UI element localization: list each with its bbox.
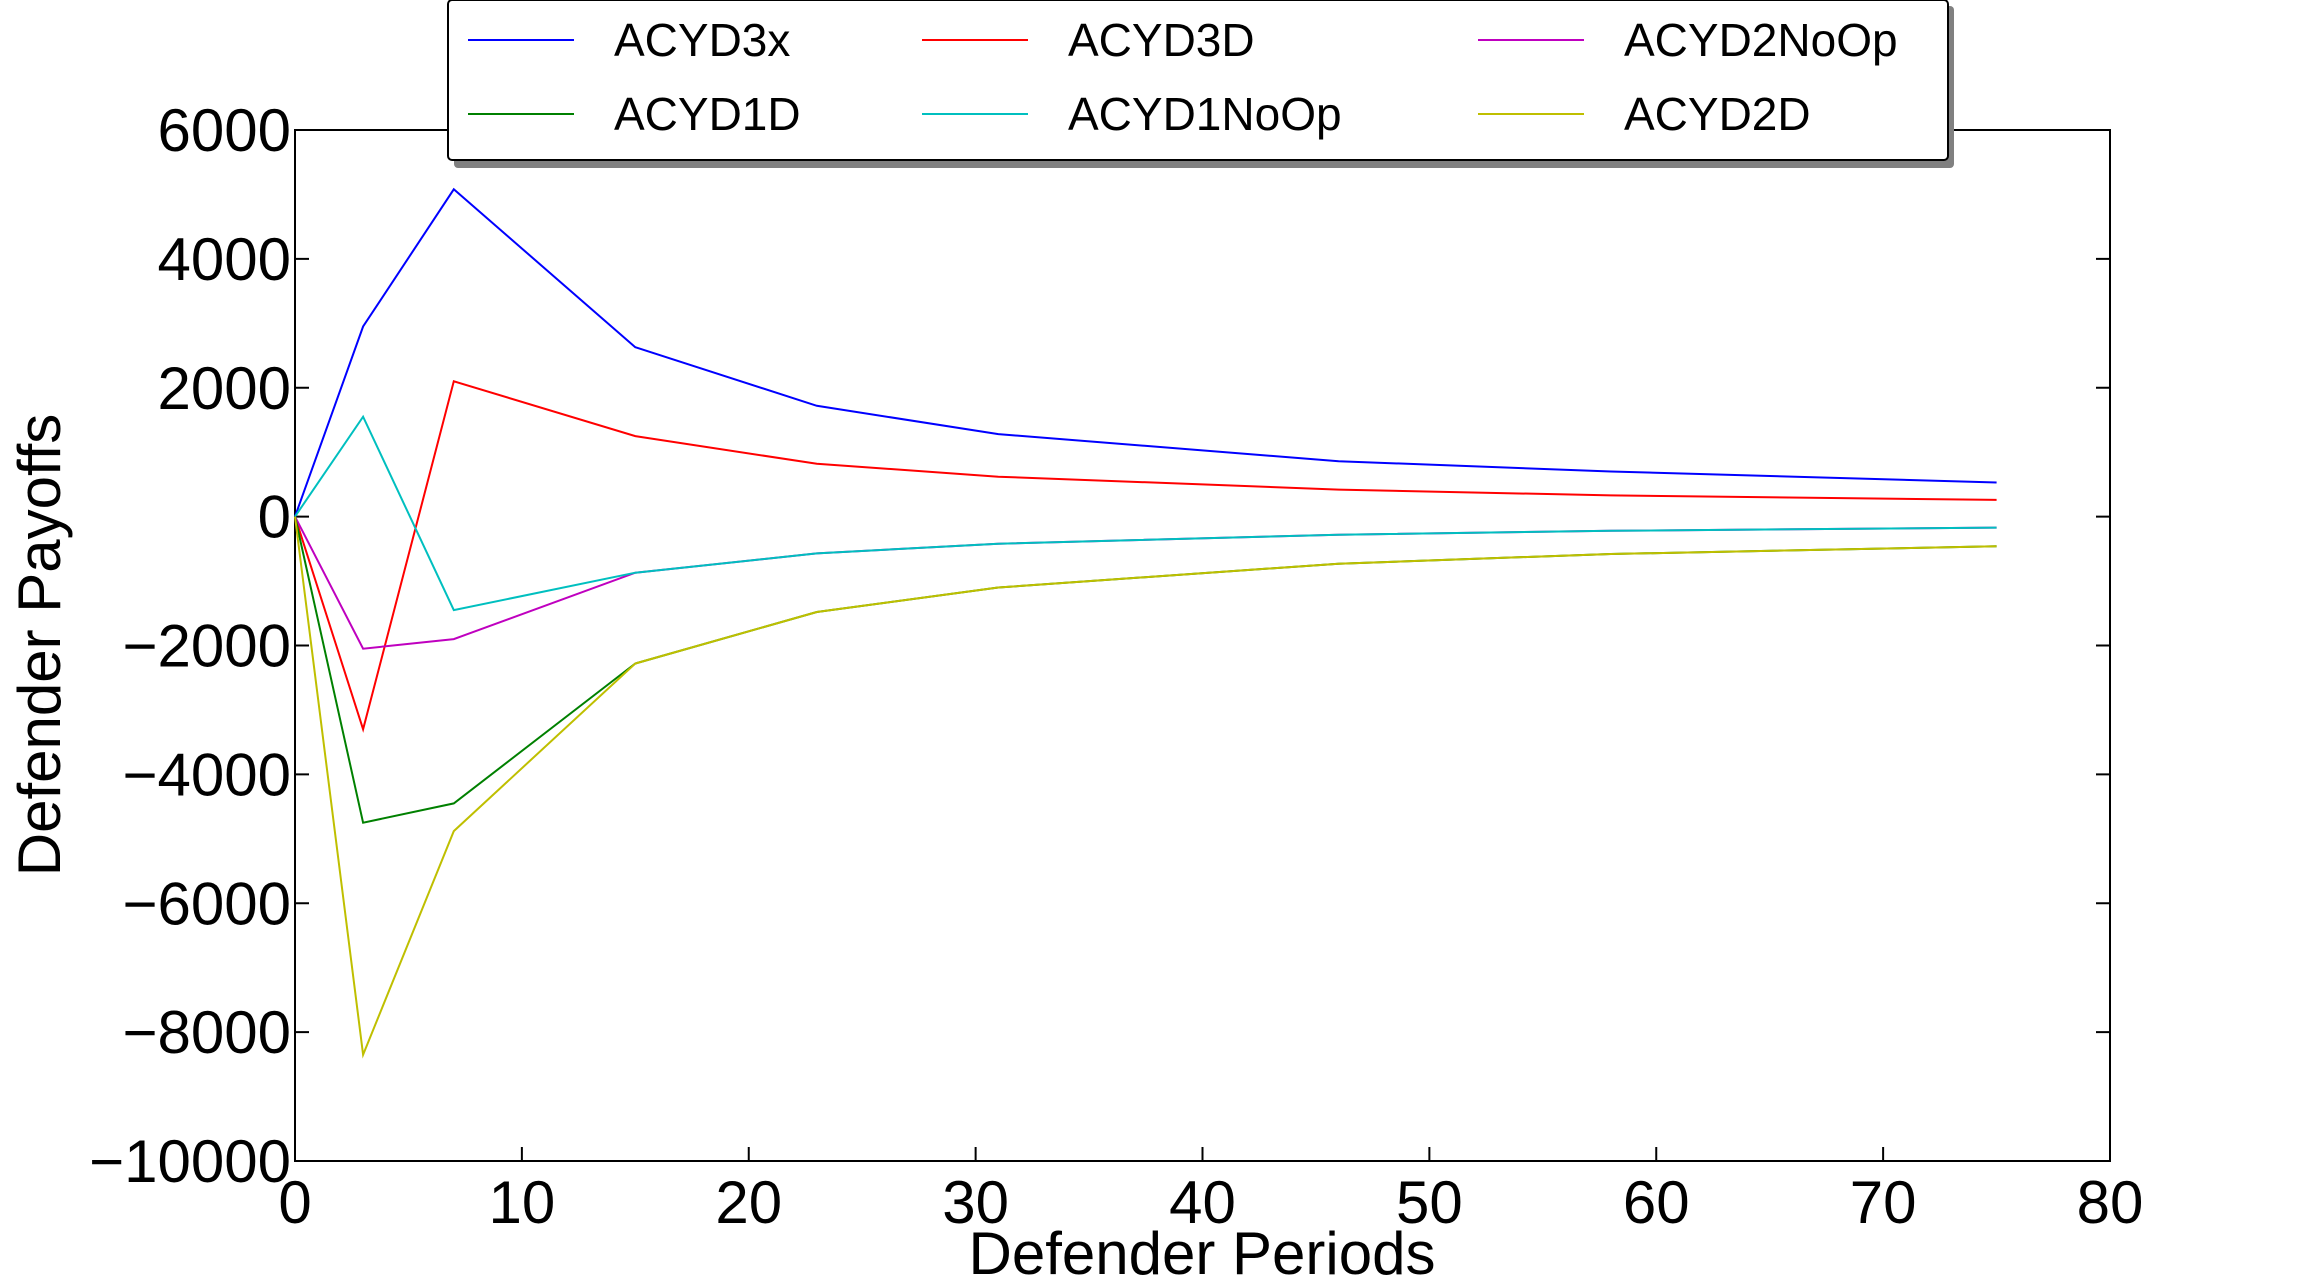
y-tick-label: 0 xyxy=(258,484,291,551)
x-tick-label: 10 xyxy=(489,1169,556,1236)
axis-ticks: 0 10 20 30 40 50 60 70 80 6000 4000 2000 0 −2000 −4000… xyxy=(89,97,2143,1236)
x-tick-label: 70 xyxy=(1850,1169,1917,1236)
series-line-acyd2d xyxy=(294,516,1997,1059)
y-tick-label: −2000 xyxy=(122,613,291,680)
y-tick-label: −8000 xyxy=(122,999,291,1066)
y-tick-label: 6000 xyxy=(158,97,291,164)
x-tick-label: 60 xyxy=(1623,1169,1690,1236)
series-line-acyd3x xyxy=(294,187,1997,517)
x-axis-label: Defender Periods xyxy=(969,1220,1436,1277)
legend-label: ACYD1D xyxy=(614,88,801,140)
legend: ACYD3x ACYD3D ACYD2NoOp ACYD1D ACYD1NoOp ACYD… xyxy=(447,0,1954,168)
legend-entries: ACYD3x ACYD3D ACYD2NoOp ACYD1D ACYD1NoOp ACYD… xyxy=(468,14,1898,140)
legend-label: ACYD3x xyxy=(614,14,790,66)
y-tick-label: 2000 xyxy=(158,355,291,422)
series-line-acyd1noop xyxy=(294,414,1997,612)
y-axis-label: Defender Payoffs xyxy=(6,414,73,877)
y-tick-label: −4000 xyxy=(122,741,291,808)
legend-entry-acyd2d: ACYD2D xyxy=(1478,88,1811,140)
x-tick-label: 0 xyxy=(278,1169,311,1236)
y-tick-label: −6000 xyxy=(122,870,291,937)
legend-label: ACYD2NoOp xyxy=(1624,14,1898,66)
x-tick-label: 50 xyxy=(1396,1169,1463,1236)
legend-entry-acyd1noop: ACYD1NoOp xyxy=(922,88,1342,140)
x-tick-label: 40 xyxy=(1169,1169,1236,1236)
legend-label: ACYD1NoOp xyxy=(1068,88,1342,140)
legend-entry-acyd1d: ACYD1D xyxy=(468,88,801,140)
legend-entry-acyd3d: ACYD3D xyxy=(922,14,1255,66)
plot-area xyxy=(294,129,2111,1162)
x-tick-label: 30 xyxy=(942,1169,1009,1236)
y-tick-label: −10000 xyxy=(89,1128,291,1195)
legend-label: ACYD2D xyxy=(1624,88,1811,140)
series-lines xyxy=(294,187,1997,1059)
y-tick-label: 4000 xyxy=(158,226,291,293)
legend-entry-acyd2noop: ACYD2NoOp xyxy=(1478,14,1898,66)
series-line-acyd3d xyxy=(294,380,1997,733)
x-tick-label: 20 xyxy=(715,1169,782,1236)
legend-label: ACYD3D xyxy=(1068,14,1255,66)
x-tick-label: 80 xyxy=(2077,1169,2144,1236)
legend-entry-acyd3x: ACYD3x xyxy=(468,14,790,66)
